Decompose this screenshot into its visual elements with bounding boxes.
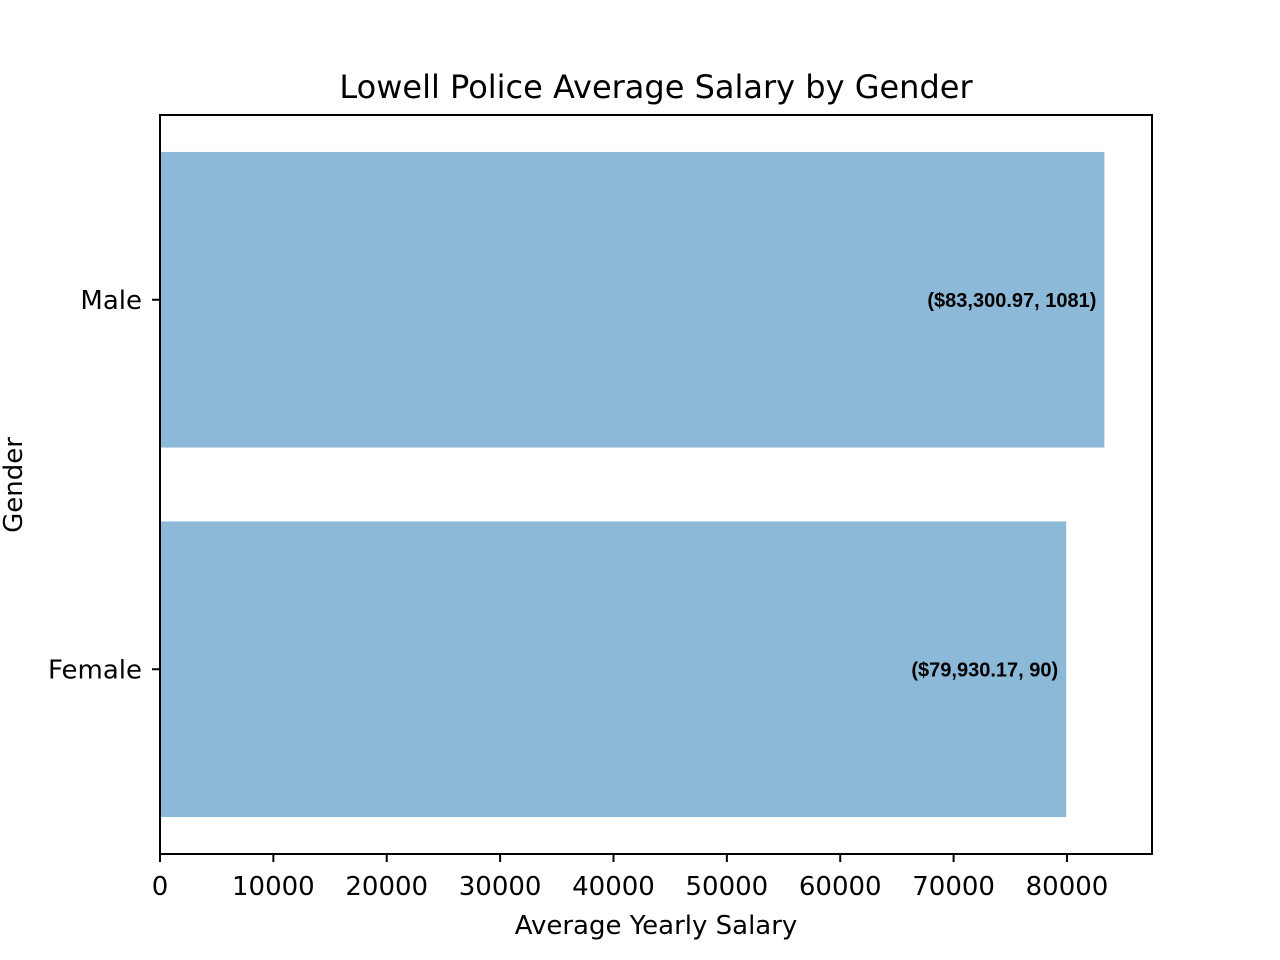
x-tick-label-20000: 20000: [345, 872, 428, 902]
x-tick-label-10000: 10000: [232, 872, 315, 902]
data-labels-layer: ($79,930.17, 90) ($83,300.97, 1081): [911, 290, 1096, 682]
y-tick-label-male: Male: [80, 286, 142, 316]
bar-female: [160, 521, 1067, 818]
x-axis-ticks: 0 10000 20000 30000 40000 50000 60000 70000 8000…: [152, 854, 1109, 902]
x-axis-label: Average Yearly Salary: [515, 911, 798, 941]
plot-frame: [159, 114, 1153, 855]
bar-male: [160, 151, 1105, 448]
x-tick-label-0: 0: [152, 872, 169, 902]
x-tick-label-60000: 60000: [799, 872, 882, 902]
x-tick-label-70000: 70000: [912, 872, 995, 902]
chart-title: Lowell Police Average Salary by Gender: [339, 68, 973, 106]
data-label-male: ($83,300.97, 1081): [927, 290, 1096, 312]
y-axis-label: Gender: [0, 437, 29, 533]
x-tick-label-50000: 50000: [685, 872, 768, 902]
bars-layer: [160, 151, 1105, 818]
y-tick-label-female: Female: [48, 655, 142, 685]
data-label-female: ($79,930.17, 90): [911, 659, 1058, 681]
x-tick-label-80000: 80000: [1026, 872, 1109, 902]
x-tick-label-30000: 30000: [459, 872, 542, 902]
x-tick-label-40000: 40000: [572, 872, 655, 902]
y-axis-ticks: Female Male: [48, 286, 160, 685]
